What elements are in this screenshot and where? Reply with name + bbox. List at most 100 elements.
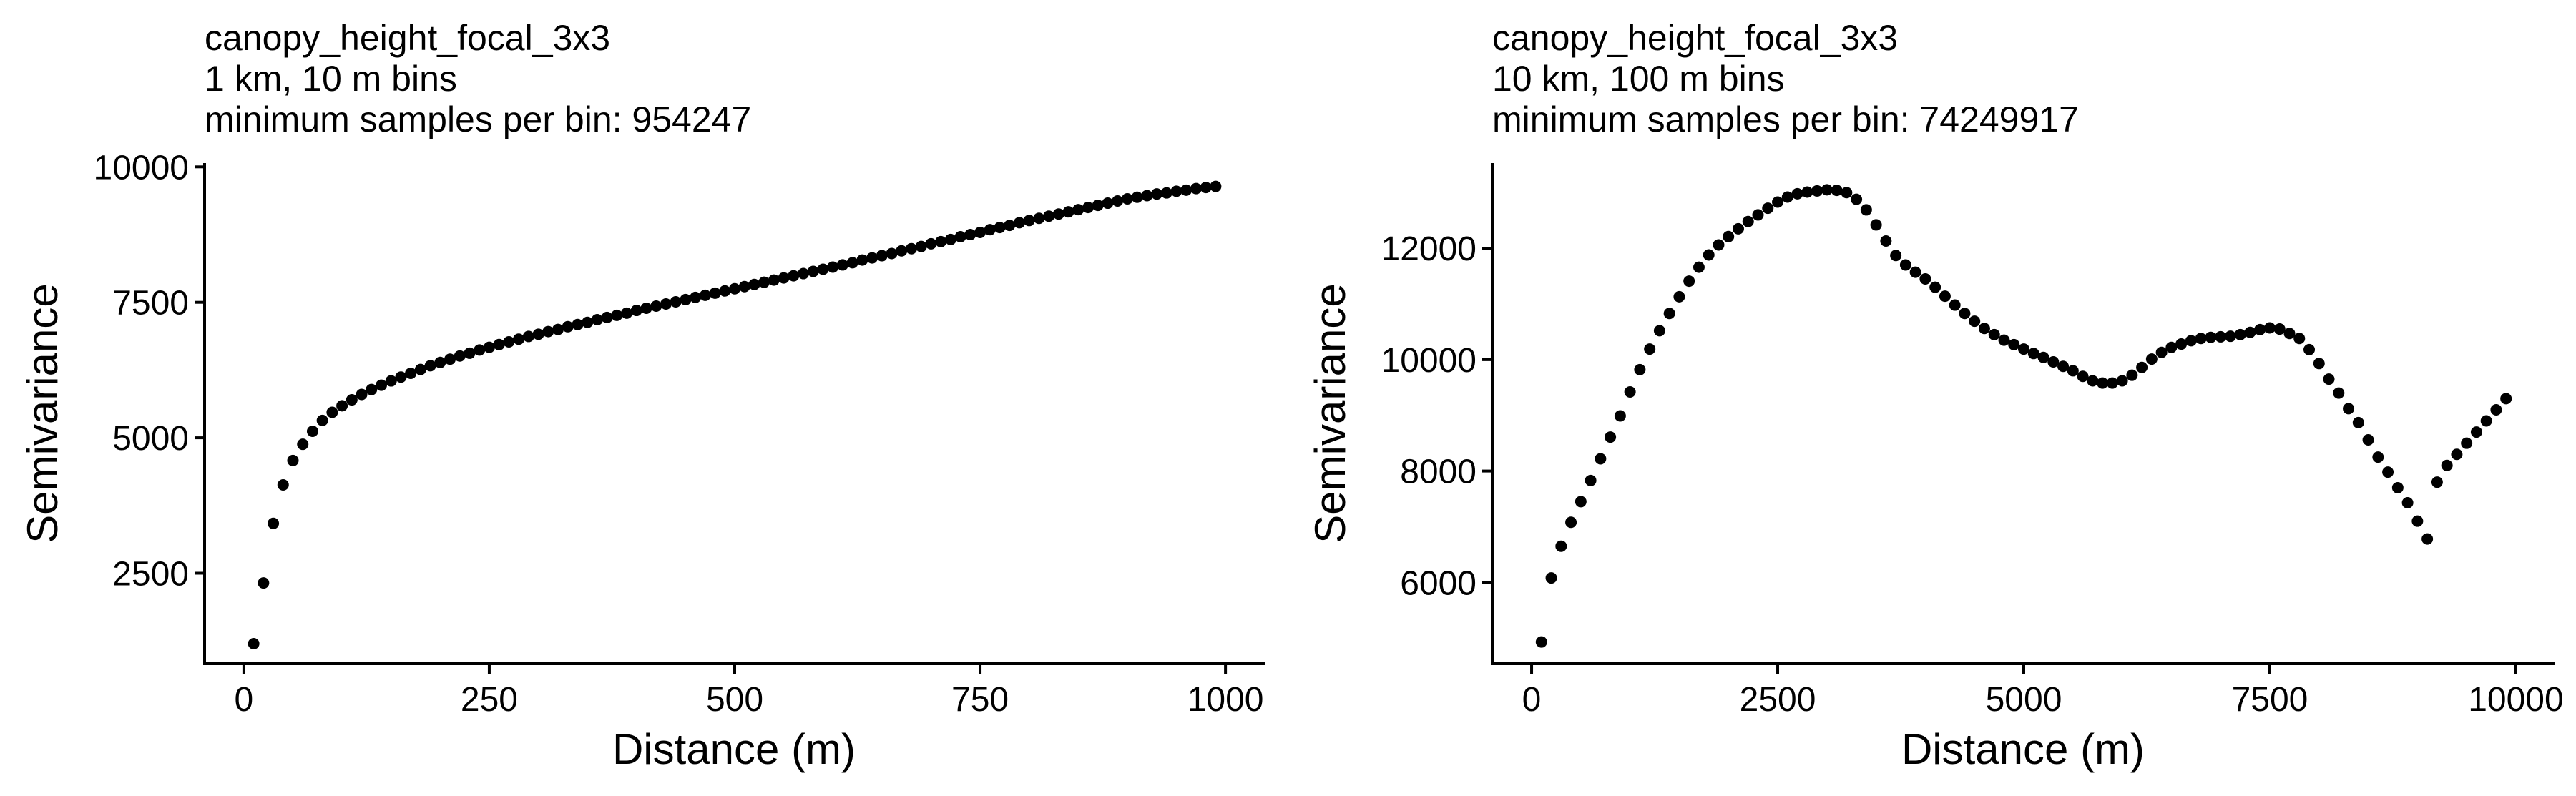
chart-2-data-point [2057, 360, 2070, 373]
chart-1-data-point [827, 261, 839, 273]
chart-1-data-point [925, 237, 937, 250]
chart-1-data-point [1102, 197, 1114, 210]
chart-2-data-point [2047, 355, 2060, 368]
chart-1-x-axis-title: Distance (m) [612, 725, 856, 773]
chart-1-data-point [984, 224, 996, 236]
chart-2-data-point [1634, 363, 1646, 375]
chart-1-data-point [1052, 208, 1064, 220]
chart-2-data-point [2333, 387, 2345, 399]
chart-1-data-point [444, 353, 456, 365]
chart-2-data-point [1703, 249, 1715, 261]
chart-1-x-tick-label: 250 [461, 681, 518, 719]
chart-1-data-point [513, 333, 525, 345]
chart-1-data-point [414, 363, 426, 375]
chart-1-data-point [376, 379, 387, 391]
chart-2-data-point [2391, 481, 2404, 493]
chart-1-x-tick-label: 500 [706, 681, 763, 719]
chart-1-data-point [709, 287, 721, 299]
chart-2-data-point [2008, 338, 2020, 350]
chart-1-data-point [1121, 193, 1133, 205]
chart-1-data-point [1112, 195, 1124, 207]
chart-1-data-point [1033, 212, 1045, 225]
chart-1-data-point [601, 311, 613, 323]
chart-2-data-point [1663, 308, 1675, 320]
chart-1-data-point [248, 637, 260, 649]
chart-2-data-point [1535, 636, 1547, 648]
chart-2-data-point [1919, 272, 1931, 285]
chart-2-data-point [2343, 403, 2355, 415]
chart-2-x-axis-ticks: 0 2500 5000 7500 10000 [1522, 664, 2564, 719]
chart-1-data-point [1151, 188, 1163, 200]
chart-2-y-tick-label: 6000 [1400, 564, 1476, 602]
chart-1-x-tick-label: 750 [951, 681, 1009, 719]
chart-1-data-point [738, 280, 750, 293]
chart-2-y-tick-label: 8000 [1400, 453, 1476, 491]
chart-1-data-point [1004, 220, 1016, 232]
chart-2-data-point [2401, 496, 2414, 508]
chart-1-data-point [1200, 182, 1212, 194]
chart-1-data-point [326, 406, 338, 418]
chart-1-data-point [611, 309, 623, 321]
chart-1-data-point [670, 295, 682, 308]
chart-1-data-point [866, 252, 878, 264]
chart-2-data-point [2087, 375, 2099, 387]
chart-2-data-point [2018, 343, 2029, 355]
chart-1-data-point [522, 330, 534, 343]
chart-2-data-point [2470, 426, 2482, 438]
chart-2-data-point [2224, 330, 2236, 343]
chart-2-data-point [1575, 496, 1587, 508]
chart-2-data-point [2273, 323, 2286, 335]
chart-2-data-point [2362, 433, 2374, 446]
chart-2-data-point [1890, 250, 1902, 262]
chart-2-data-point [2283, 328, 2296, 340]
chart-2-x-axis-title: Distance (m) [1901, 725, 2145, 773]
chart-2-data-point [2461, 437, 2473, 449]
chart-2-y-tick-label: 12000 [1381, 230, 1476, 268]
chart-2-x-tick-label: 5000 [1986, 681, 2062, 719]
chart-1-data-point [1082, 202, 1094, 214]
chart-1-data-point [1160, 187, 1172, 199]
chart-1-data-point [886, 247, 898, 260]
chart-1-data-point [699, 289, 711, 301]
chart-2-data-point [2382, 466, 2394, 478]
chart-1-data-point [650, 300, 662, 312]
chart-2-data-point [2077, 370, 2089, 383]
chart-1-data-point [474, 344, 486, 356]
chart-1-data-point [1180, 184, 1192, 196]
chart-1-data-point [994, 222, 1006, 234]
chart-2-y-tick-label: 10000 [1381, 342, 1476, 380]
chart-1-data-point [405, 367, 417, 379]
chart-2-data-point [2313, 358, 2325, 370]
chart-2-data-point [2372, 451, 2384, 463]
chart-2-y-axis-title: Semivariance [1306, 283, 1354, 544]
chart-1-data-point [562, 320, 574, 333]
chart-1-data-point [1013, 217, 1025, 229]
chart-2-data-point [2293, 333, 2306, 345]
chart-2-data-point [1929, 281, 1941, 293]
chart-1-data-point [964, 229, 976, 240]
chart-2-data-point [1555, 540, 1567, 552]
chart-1-data-point [1092, 200, 1104, 212]
chart-1-data-point [856, 254, 868, 266]
chart-2-data-point [1880, 235, 1892, 247]
chart-1-data-point [915, 240, 927, 252]
chart-1-data-point [493, 338, 505, 350]
chart-2-data-point [2215, 330, 2227, 343]
chart-2-data-point [1723, 230, 1735, 242]
chart-1-x-tick-label: 1000 [1187, 681, 1264, 719]
chart-2-data-point [1713, 239, 1725, 251]
chart-1-data-point [1023, 215, 1035, 227]
chart-1-data-point [277, 479, 289, 491]
chart-2-data-point [2323, 373, 2335, 385]
chart-2-data-point [1624, 386, 1636, 398]
chart-2-data-point [1742, 215, 1754, 227]
chart-1-data-point [640, 303, 652, 315]
chart-2-data-point [2175, 338, 2188, 350]
chart-1-data-point [258, 577, 270, 589]
chart-2-data-point [1949, 299, 1961, 311]
chart-2-x-tick-label: 7500 [2232, 681, 2308, 719]
chart-1-data-point [748, 278, 760, 290]
chart-1-data-points [248, 180, 1222, 649]
chart-2-data-point [1841, 187, 1853, 199]
chart-1-data-point [1131, 191, 1143, 203]
